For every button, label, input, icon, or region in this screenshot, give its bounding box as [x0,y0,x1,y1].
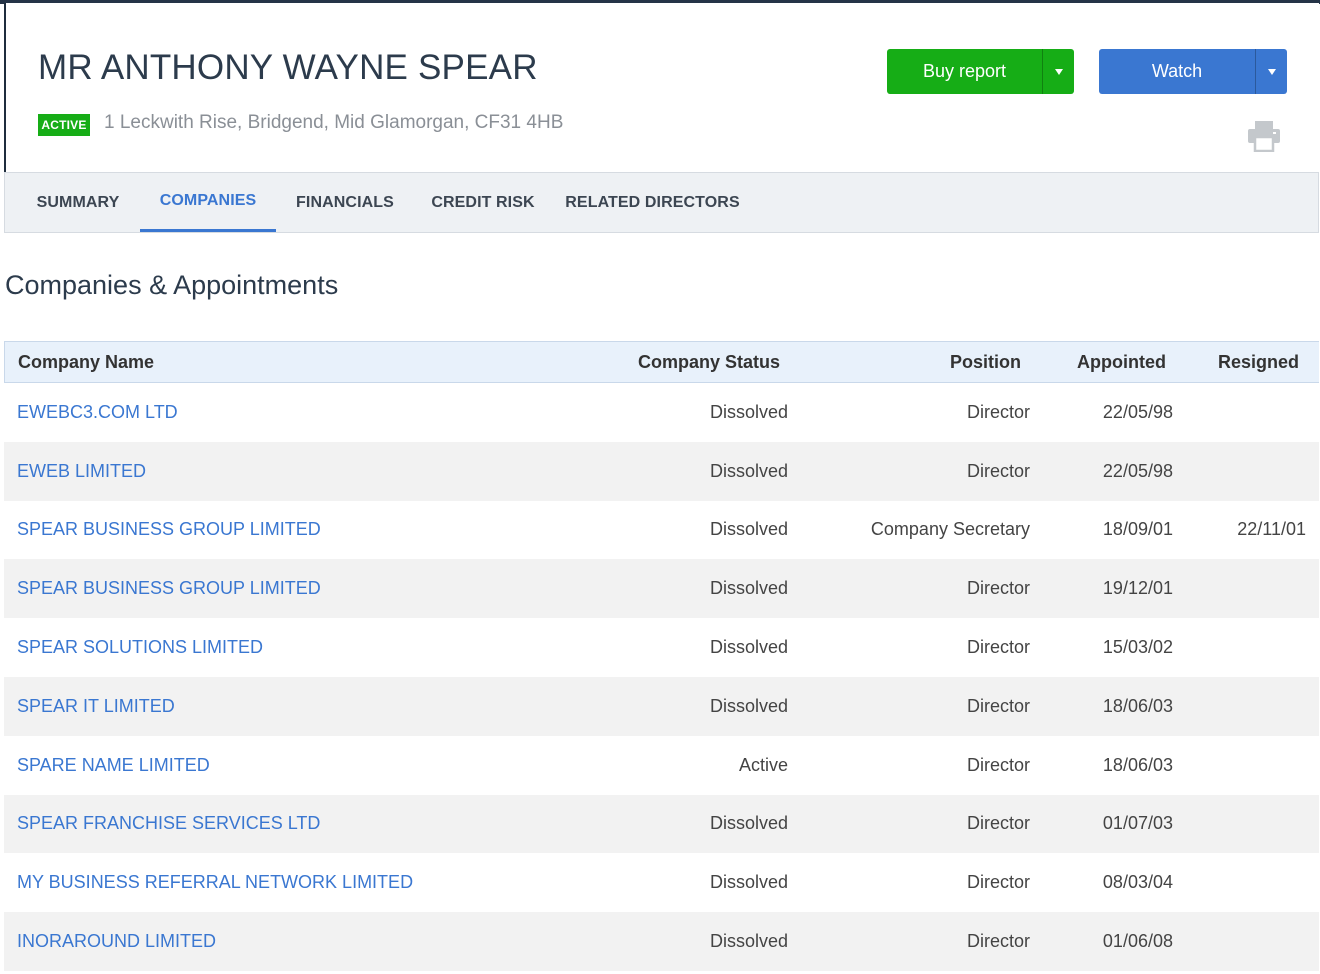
company-name-link[interactable]: EWEBC3.COM LTD [17,401,178,422]
table-row: SPEAR BUSINESS GROUP LIMITED Dissolved D… [4,559,1319,619]
company-name-link[interactable]: SPEAR BUSINESS GROUP LIMITED [17,519,321,540]
tab-bar: SUMMARY COMPANIES FINANCIALS CREDIT RISK… [4,172,1319,233]
position-cell: Director [966,578,1030,599]
position-cell: Director [966,813,1030,834]
company-status-cell: Dissolved [709,578,788,599]
table-row: SPARE NAME LIMITED Active Director 18/06… [4,736,1319,795]
company-status-cell: Dissolved [709,931,788,952]
company-status-cell: Dissolved [709,401,788,422]
buy-report-button[interactable]: Buy report [922,61,1007,81]
watch-dropdown-button[interactable] [1255,49,1287,94]
column-header-company-status[interactable]: Company Status [638,351,781,372]
position-cell: Company Secretary [870,519,1030,540]
resigned-cell: 22/11/01 [1237,519,1306,540]
table-row: INORAROUND LIMITED Dissolved Director 01… [4,912,1319,971]
tab-companies[interactable]: COMPANIES [140,173,276,232]
tab-related-directors[interactable]: RELATED DIRECTORS [565,193,740,211]
table-row: MY BUSINESS REFERRAL NETWORK LIMITED Dis… [4,853,1319,912]
position-cell: Director [966,695,1030,716]
appointed-cell: 22/05/98 [1102,460,1173,481]
company-name-link[interactable]: SPEAR SOLUTIONS LIMITED [17,637,264,658]
column-header-company-name[interactable]: Company Name [18,351,155,372]
table-row: EWEBC3.COM LTD Dissolved Director 22/05/… [4,383,1319,442]
company-status-cell: Active [738,754,788,775]
table-row: SPEAR BUSINESS GROUP LIMITED Dissolved C… [4,501,1319,560]
position-cell: Director [966,460,1030,481]
company-name-link[interactable]: SPEAR IT LIMITED [17,695,175,716]
appointed-cell: 18/06/03 [1102,695,1173,716]
table-row: SPEAR IT LIMITED Dissolved Director 18/0… [4,676,1319,736]
tab-credit-risk[interactable]: CREDIT RISK [431,193,535,211]
company-status-cell: Dissolved [709,519,788,540]
appointed-cell: 18/06/03 [1102,754,1173,775]
appointed-cell: 01/07/03 [1102,813,1173,834]
watch-split-button: Watch [1099,49,1287,94]
appointed-cell: 22/05/98 [1102,401,1173,422]
company-status-cell: Dissolved [709,813,788,834]
watch-button[interactable]: Watch [1151,61,1203,81]
buy-report-split-button: Buy report [887,49,1074,94]
position-cell: Director [966,401,1030,422]
table-row: SPEAR FRANCHISE SERVICES LTD Dissolved D… [4,794,1319,854]
status-badge: ACTIVE [38,114,90,136]
appointments-table: Company Name Company Status Position App… [4,341,1319,971]
company-name-link[interactable]: SPEAR FRANCHISE SERVICES LTD [17,813,321,834]
tab-summary[interactable]: SUMMARY [36,193,120,211]
column-header-resigned[interactable]: Resigned [1218,351,1300,372]
section-title: Companies & Appointments [5,270,339,300]
company-status-cell: Dissolved [709,872,788,893]
page-title: MR ANTHONY WAYNE SPEAR [38,48,538,87]
company-status-cell: Dissolved [709,460,788,481]
column-header-position[interactable]: Position [950,351,1021,372]
position-cell: Director [966,872,1030,893]
appointed-cell: 18/09/01 [1102,519,1173,540]
appointed-cell: 15/03/02 [1102,637,1173,658]
table-row: EWEB LIMITED Dissolved Director 22/05/98 [4,441,1319,501]
table-row: SPEAR SOLUTIONS LIMITED Dissolved Direct… [4,618,1319,677]
address-text: 1 Leckwith Rise, Bridgend, Mid Glamorgan… [104,112,564,133]
chevron-down-icon [1054,68,1063,75]
top-strip [0,0,1320,4]
appointed-cell: 08/03/04 [1102,872,1173,893]
position-cell: Director [966,637,1030,658]
company-status-cell: Dissolved [709,637,788,658]
table-header: Company Name Company Status Position App… [4,341,1319,383]
column-header-appointed[interactable]: Appointed [1077,351,1166,372]
appointed-cell: 19/12/01 [1102,578,1173,599]
printer-icon[interactable] [1246,120,1282,152]
company-status-cell: Dissolved [709,695,788,716]
position-cell: Director [966,931,1030,952]
company-name-link[interactable]: MY BUSINESS REFERRAL NETWORK LIMITED [17,872,414,893]
company-name-link[interactable]: SPARE NAME LIMITED [17,754,210,775]
appointed-cell: 01/06/08 [1102,931,1173,952]
tab-financials[interactable]: FINANCIALS [296,193,394,211]
chevron-down-icon [1267,68,1276,75]
company-name-link[interactable]: INORAROUND LIMITED [17,931,217,952]
buy-report-dropdown-button[interactable] [1042,49,1074,94]
position-cell: Director [966,754,1030,775]
company-name-link[interactable]: EWEB LIMITED [17,460,147,481]
company-name-link[interactable]: SPEAR BUSINESS GROUP LIMITED [17,578,321,599]
